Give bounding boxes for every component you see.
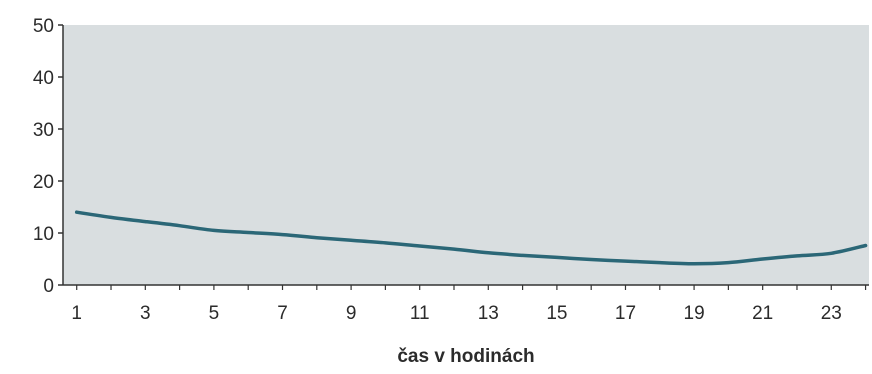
x-axis: 1 3 5 7 9 11 13 15 17 19 21 23 <box>63 285 869 324</box>
x-axis-title: čas v hodinách <box>397 346 534 367</box>
x-tick-label: 13 <box>478 303 499 324</box>
x-tick-label: 11 <box>410 303 430 324</box>
x-tick-label: 15 <box>546 303 567 324</box>
x-tick-label: 7 <box>277 303 288 324</box>
y-tick-label: 20 <box>33 172 54 193</box>
x-tick-label: 9 <box>346 303 357 324</box>
y-tick-label: 10 <box>33 224 54 245</box>
x-tick-label: 1 <box>71 303 82 324</box>
x-tick-label: 17 <box>615 303 636 324</box>
y-tick-label: 0 <box>43 276 54 297</box>
x-tick-label: 23 <box>821 303 842 324</box>
x-tick-label: 3 <box>140 303 151 324</box>
y-axis: 0 10 20 30 40 50 <box>33 16 63 297</box>
x-tick-label: 19 <box>684 303 705 324</box>
x-tick-label: 21 <box>752 303 773 324</box>
y-tick-label: 50 <box>33 16 54 37</box>
plot-area <box>63 25 869 285</box>
y-tick-label: 30 <box>33 120 54 141</box>
x-tick-label: 5 <box>209 303 220 324</box>
y-tick-label: 40 <box>33 68 54 89</box>
